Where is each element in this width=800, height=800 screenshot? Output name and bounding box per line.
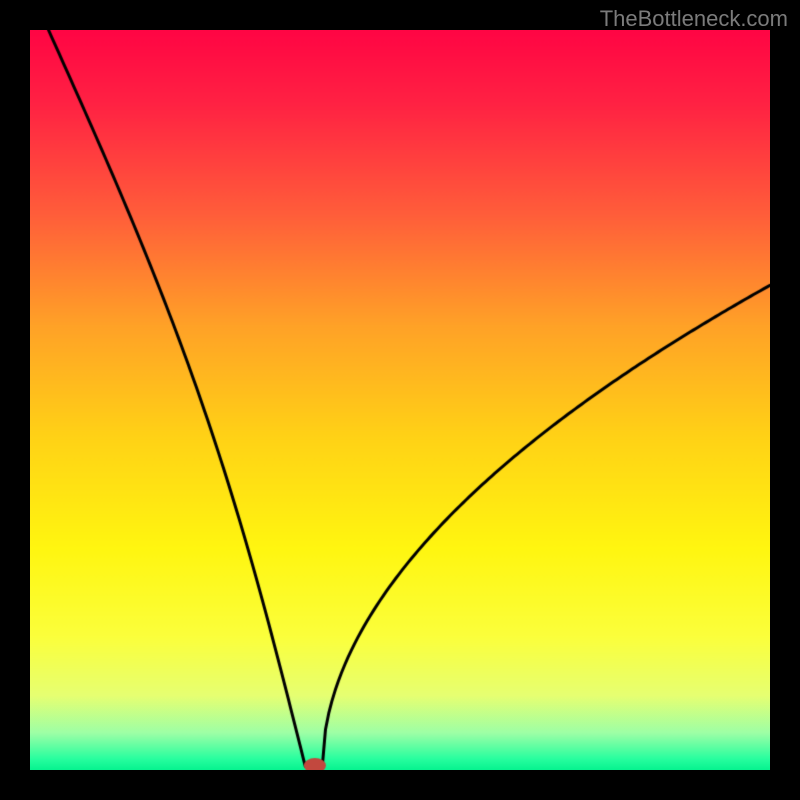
- watermark-text: TheBottleneck.com: [600, 6, 788, 32]
- chart-root: TheBottleneck.com: [0, 0, 800, 800]
- plot-area: [30, 30, 770, 770]
- plot-canvas: [30, 30, 770, 770]
